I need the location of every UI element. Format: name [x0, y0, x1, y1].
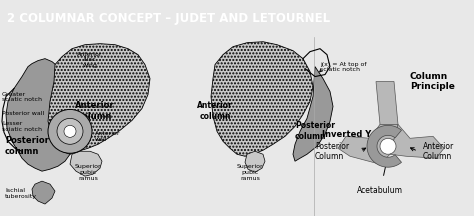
Circle shape — [48, 110, 92, 153]
Text: Anterior
column: Anterior column — [75, 102, 115, 121]
Polygon shape — [70, 151, 102, 176]
Text: Posterior
Column: Posterior Column — [315, 141, 349, 161]
Text: Posterior
column: Posterior column — [5, 136, 49, 156]
Text: Anterior
column: Anterior column — [197, 102, 233, 121]
Polygon shape — [32, 181, 55, 204]
Text: 2 COLUMNAR CONCEPT – JUDET AND LETOURNEL: 2 COLUMNAR CONCEPT – JUDET AND LETOURNEL — [7, 12, 330, 25]
Polygon shape — [367, 125, 401, 167]
Text: Anterior
iliac
wing: Anterior iliac wing — [77, 52, 103, 68]
Text: j(x) = At top of
sciatic notch: j(x) = At top of sciatic notch — [320, 62, 366, 72]
Text: Posterior wall: Posterior wall — [2, 111, 44, 116]
Text: Superior
pubic
ramus: Superior pubic ramus — [237, 164, 264, 181]
Polygon shape — [211, 42, 313, 156]
Text: Anterior
wall: Anterior wall — [95, 131, 120, 142]
Text: Lesser
sciatic notch: Lesser sciatic notch — [2, 121, 42, 132]
Text: Column
Principle: Column Principle — [410, 71, 455, 91]
Polygon shape — [293, 67, 333, 161]
Text: Inverted Y: Inverted Y — [322, 130, 371, 139]
Text: Posterior
column: Posterior column — [295, 121, 335, 141]
Text: Anterior
Column: Anterior Column — [423, 141, 454, 161]
Polygon shape — [6, 59, 72, 171]
Polygon shape — [390, 124, 444, 158]
Text: Acetabulum: Acetabulum — [357, 186, 403, 195]
Circle shape — [57, 118, 83, 144]
Polygon shape — [338, 124, 398, 164]
Circle shape — [64, 125, 76, 137]
Text: Greater
sciatic notch: Greater sciatic notch — [2, 92, 42, 102]
Circle shape — [380, 138, 396, 154]
Polygon shape — [48, 44, 150, 154]
Text: Ischial
tuberosity: Ischial tuberosity — [5, 188, 37, 199]
Text: Superior
pubic
ramus: Superior pubic ramus — [75, 164, 101, 181]
Polygon shape — [376, 81, 398, 124]
Polygon shape — [245, 151, 265, 172]
